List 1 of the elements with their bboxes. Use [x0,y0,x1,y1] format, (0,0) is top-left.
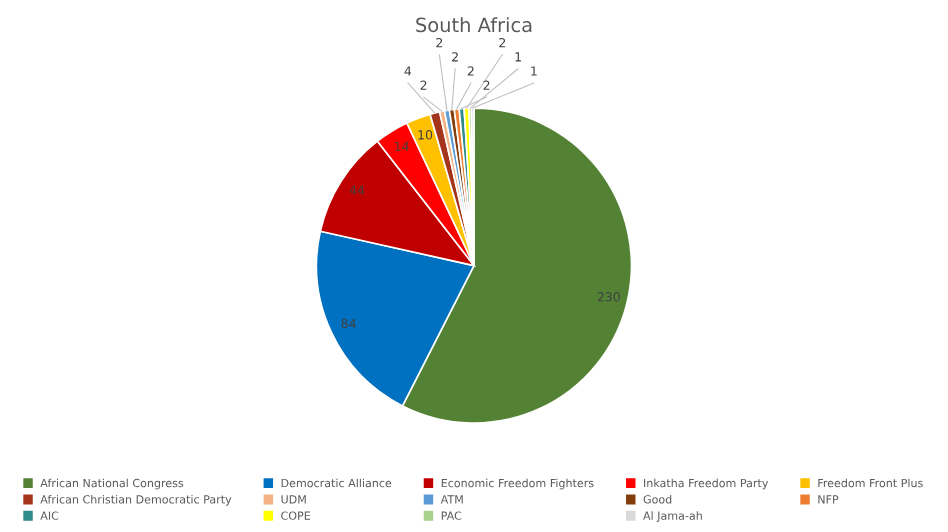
chart-title: South Africa [416,17,532,33]
